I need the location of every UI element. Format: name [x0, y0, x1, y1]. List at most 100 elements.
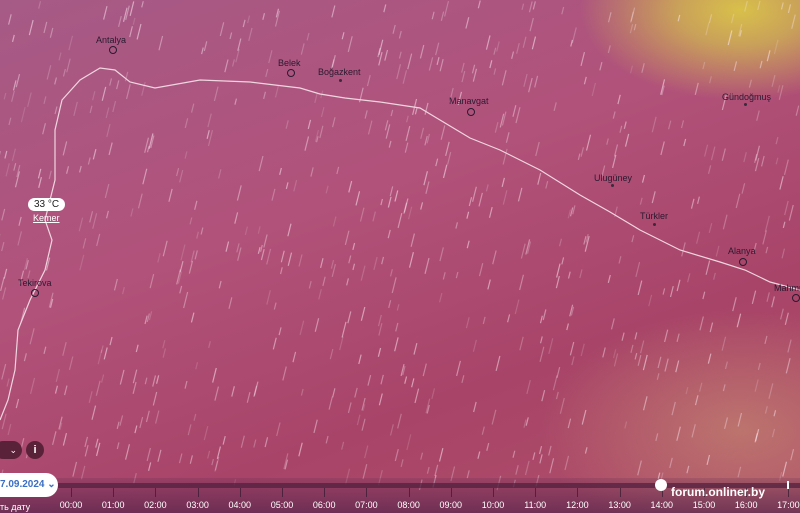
city-label[interactable]: Ulugüney	[594, 173, 633, 183]
timeline-hour-label[interactable]: 10:00	[481, 500, 505, 510]
timeline-hour-label[interactable]: 09:00	[439, 500, 463, 510]
wind-streak	[179, 169, 184, 183]
wind-streak	[407, 53, 413, 70]
timeline-hour-label[interactable]: 12:00	[566, 500, 589, 510]
wind-streak	[567, 209, 572, 219]
timeline-hour-label[interactable]: 17:00	[777, 500, 800, 510]
date-picker-button[interactable]: 7.09.2024 ⌄	[0, 473, 58, 497]
wind-streak	[19, 270, 25, 284]
wind-streak	[696, 231, 701, 244]
wind-streak	[571, 27, 577, 44]
wind-streak	[439, 247, 444, 262]
wind-streak	[639, 197, 643, 205]
city-label[interactable]: Mahmu	[774, 283, 800, 293]
timeline-slider-handle[interactable]	[655, 479, 667, 491]
timeline-hour-label[interactable]: 01:00	[101, 500, 125, 510]
city-label[interactable]: Boğazkent	[318, 67, 361, 77]
wind-streak	[320, 107, 325, 118]
wind-streak	[190, 312, 195, 323]
wind-streak	[705, 22, 710, 36]
wind-streak	[408, 252, 414, 268]
timeline-hour-label[interactable]: 16:00	[734, 500, 758, 510]
wind-streak	[341, 32, 345, 40]
wind-streak	[142, 168, 148, 185]
wind-streak	[419, 44, 425, 59]
wind-streak	[541, 390, 546, 402]
wind-streak	[189, 217, 193, 225]
wind-streak	[517, 187, 523, 202]
wind-streak	[724, 417, 729, 430]
wind-streak	[708, 14, 713, 24]
city-marker	[287, 69, 295, 77]
wind-streak	[1, 413, 7, 430]
timeline-hour-label[interactable]: 08:00	[397, 500, 420, 510]
wind-streak	[149, 273, 155, 289]
wind-streak	[325, 435, 329, 444]
timeline-hour-label[interactable]: 05:00	[270, 500, 294, 510]
wind-streak	[218, 169, 222, 179]
timeline-hour-label[interactable]: 02:00	[144, 500, 167, 510]
wind-streak	[777, 85, 781, 93]
wind-streak	[228, 297, 233, 309]
wind-streak	[389, 186, 394, 197]
wind-streak	[13, 163, 17, 171]
timeline-end-marker	[787, 481, 789, 489]
wind-streak	[116, 421, 120, 430]
wind-streak	[1, 208, 6, 221]
wind-streak	[331, 59, 335, 69]
wind-streak	[119, 369, 125, 385]
timeline-hour-label[interactable]: 11:00	[524, 500, 547, 510]
wind-streak	[331, 117, 336, 128]
wind-streak	[25, 260, 29, 270]
selected-city-label[interactable]: Kemer	[33, 213, 60, 223]
wind-streak	[691, 424, 696, 438]
city-label[interactable]: Gündoğmuş	[722, 92, 772, 102]
wind-streak	[648, 294, 653, 307]
wind-streak	[539, 454, 543, 464]
timeline-hour-label[interactable]: 14:00	[650, 500, 674, 510]
timeline-hour-label[interactable]: 03:00	[186, 500, 209, 510]
city-label[interactable]: Tekirova	[18, 278, 52, 288]
wind-streak	[511, 51, 515, 59]
wind-streak	[377, 314, 382, 327]
wind-streak	[124, 71, 129, 82]
wind-streak	[48, 170, 52, 180]
city-label[interactable]: Antalya	[96, 35, 127, 45]
wind-streak	[152, 391, 158, 406]
wind-streak	[473, 401, 477, 413]
wind-streak	[610, 318, 615, 330]
city-label[interactable]: Türkler	[640, 211, 669, 221]
timeline-tick	[493, 488, 494, 497]
wind-streak	[564, 455, 570, 471]
wind-streak	[207, 450, 211, 459]
timeline-hour-label[interactable]: 00:00	[59, 500, 83, 510]
wind-streak	[381, 256, 385, 265]
wind-streak	[754, 429, 760, 442]
wind-streak	[762, 230, 767, 245]
wind-streak	[103, 347, 108, 360]
timeline-track[interactable]	[55, 483, 800, 488]
timeline-hour-label[interactable]: 15:00	[692, 500, 716, 510]
wind-streak	[519, 274, 524, 291]
wind-streak	[346, 278, 349, 286]
wind-streak	[247, 15, 251, 24]
city-label[interactable]: Manavgat	[449, 96, 489, 106]
city-label[interactable]: Belek	[278, 58, 301, 68]
wind-streak	[522, 36, 527, 48]
wind-streak	[499, 113, 505, 128]
wind-streak	[501, 70, 507, 86]
wind-streak	[613, 144, 619, 157]
timeline-hour-label[interactable]: 13:00	[608, 500, 631, 510]
timeline-hour-label[interactable]: 04:00	[228, 500, 252, 510]
wind-streak	[680, 120, 685, 129]
wind-streak	[383, 4, 387, 13]
timeline-hour-label[interactable]: 06:00	[312, 500, 336, 510]
info-button[interactable]: i	[26, 441, 44, 459]
city-label[interactable]: Alanya	[728, 246, 756, 256]
wind-streak	[283, 453, 289, 470]
wind-streak	[732, 297, 737, 312]
layer-dropdown[interactable]: ⌄	[0, 441, 22, 459]
timeline-hour-label[interactable]: 07:00	[355, 500, 378, 510]
wind-streak	[264, 437, 269, 448]
